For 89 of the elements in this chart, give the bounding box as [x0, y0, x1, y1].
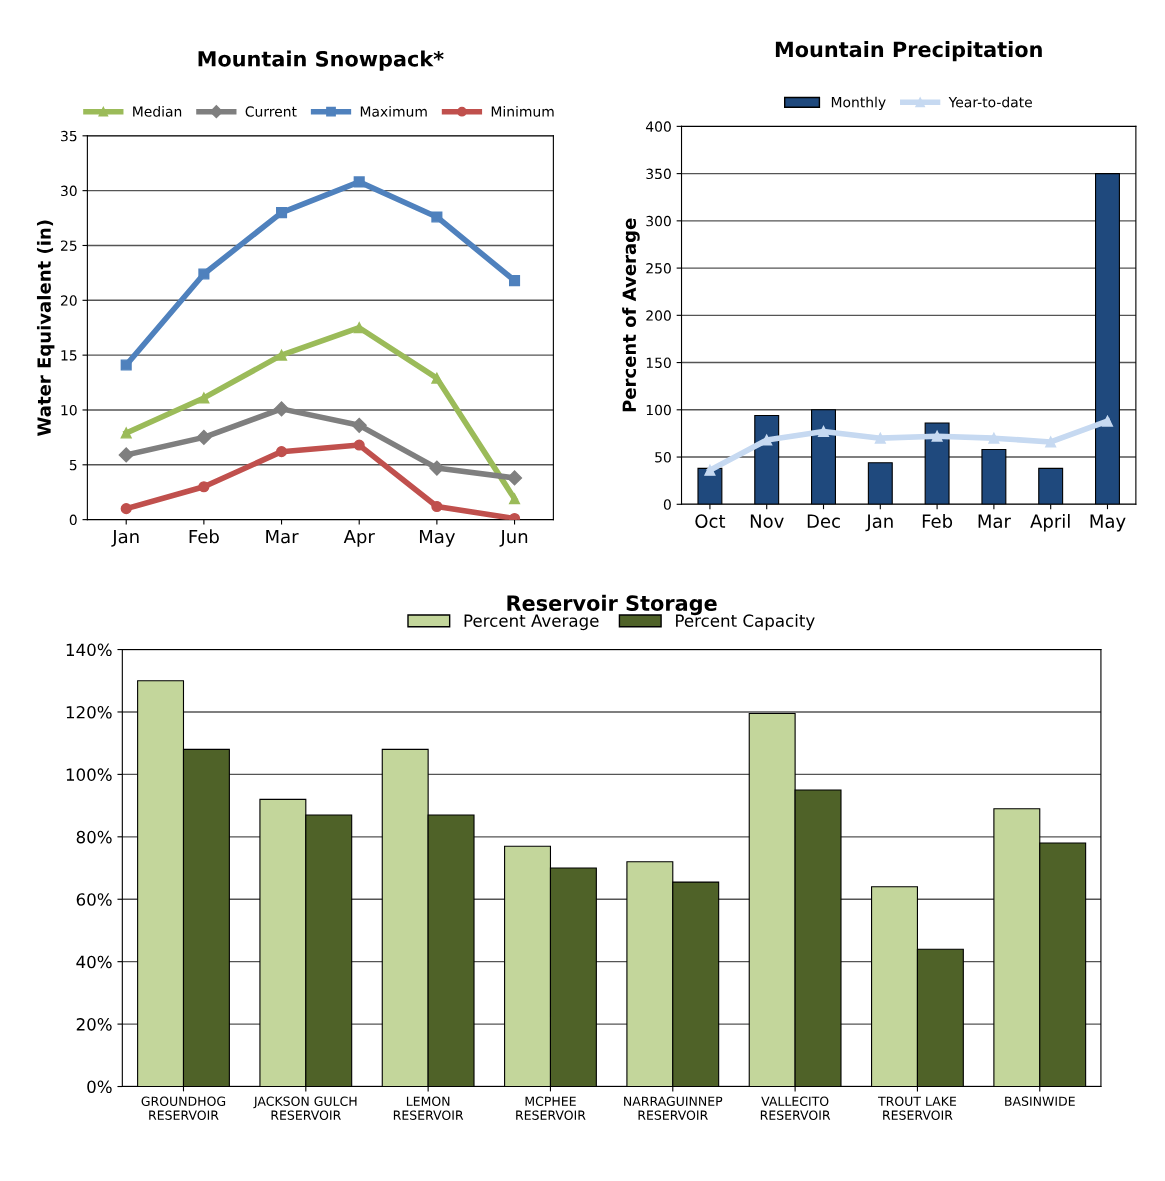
- y-tick-label: 300: [646, 215, 671, 227]
- legend-label: Percent Capacity: [676, 614, 815, 631]
- point: [118, 447, 134, 463]
- y-tick-label: 0%: [87, 1080, 112, 1094]
- point: [704, 464, 716, 476]
- point: [508, 275, 521, 287]
- y-tick-label: 100%: [66, 768, 112, 781]
- y-tick-label: 350: [646, 168, 671, 180]
- point: [351, 417, 367, 433]
- y-tick-label: 80%: [76, 830, 112, 844]
- x-tick-label: Oct: [695, 514, 726, 528]
- x-tick-label: LEMON RESERVOIR: [393, 1096, 464, 1120]
- x-tick-label: Jun: [499, 529, 528, 547]
- x-tick-label: Feb: [189, 529, 219, 544]
- point: [1101, 415, 1114, 427]
- x-tick-label: Jan: [111, 529, 139, 547]
- point: [120, 359, 132, 371]
- x-tick-label: Mar: [266, 529, 299, 544]
- x-tick-label: TROUT LAKE RESERVOIR: [878, 1096, 957, 1120]
- y-tick-label: 50: [655, 452, 671, 463]
- point: [120, 503, 132, 515]
- point: [198, 268, 210, 280]
- x-tick-label: Jan: [865, 514, 893, 532]
- legend-label: Current: [245, 106, 297, 117]
- point: [353, 322, 365, 334]
- chart-title: Mountain Snowpack*: [198, 50, 444, 71]
- legend-label: Percent Average: [464, 614, 599, 631]
- x-tick-label: Apr: [343, 529, 375, 547]
- y-tick-label: 25: [61, 240, 77, 251]
- legend-label: Year-to-date: [948, 96, 1032, 108]
- y-axis-title: Percent of Average: [622, 218, 640, 412]
- x-tick-label: GROUNDHOG RESERVOIR: [141, 1096, 226, 1120]
- point: [275, 349, 288, 361]
- x-tick-label: Dec: [807, 514, 840, 528]
- y-tick-label: 400: [645, 121, 671, 132]
- point: [508, 493, 521, 505]
- point: [273, 401, 290, 417]
- point: [275, 207, 288, 219]
- legend-label: Median: [133, 106, 182, 117]
- point: [431, 372, 443, 384]
- point: [429, 460, 445, 476]
- y-tick-label: 0: [663, 499, 671, 510]
- point: [431, 500, 443, 513]
- point: [931, 430, 943, 442]
- point: [198, 392, 210, 404]
- x-tick-label: BASINWIDE: [1005, 1096, 1075, 1106]
- y-tick-label: 30: [61, 185, 77, 197]
- y-tick-label: 100: [646, 404, 671, 416]
- y-tick-label: 60%: [76, 893, 112, 906]
- y-tick-label: 150: [646, 357, 671, 369]
- point: [761, 434, 773, 446]
- y-tick-label: 40%: [76, 955, 112, 969]
- point: [1045, 436, 1057, 448]
- y-tick-label: 120%: [66, 705, 112, 719]
- point: [353, 439, 365, 451]
- x-tick-label: Mar: [978, 514, 1011, 528]
- y-tick-label: 10: [61, 404, 77, 416]
- x-tick-label: JACKSON GULCH RESERVOIR: [253, 1096, 357, 1120]
- y-tick-label: 140%: [66, 643, 112, 657]
- x-tick-label: VALLECITO RESERVOIR: [760, 1096, 831, 1120]
- point: [120, 427, 132, 439]
- point: [196, 429, 212, 445]
- y-tick-label: 0: [69, 514, 77, 526]
- y-tick-label: 15: [61, 350, 77, 361]
- x-tick-label: NARRAGUINNEP RESERVOIR: [624, 1096, 723, 1120]
- y-axis-title: Water Equivalent (in): [36, 220, 55, 436]
- y-tick-label: 250: [646, 263, 671, 274]
- legend-label: Maximum: [360, 106, 427, 117]
- x-tick-label: Feb: [922, 514, 953, 528]
- point: [431, 211, 443, 223]
- x-tick-label: April: [1030, 514, 1070, 532]
- legend-label: Minimum: [491, 106, 554, 117]
- point: [275, 446, 288, 458]
- y-tick-label: 35: [61, 130, 77, 142]
- y-tick-label: 5: [69, 459, 77, 471]
- legend-label: Monthly: [831, 96, 886, 111]
- y-tick-label: 20%: [76, 1018, 112, 1031]
- point: [198, 481, 210, 493]
- y-tick-label: 200: [646, 310, 671, 321]
- x-tick-label: Nov: [750, 514, 784, 528]
- point: [817, 425, 830, 438]
- y-tick-label: 20: [61, 295, 77, 306]
- x-tick-label: MCPHEE RESERVOIR: [516, 1096, 586, 1120]
- x-tick-label: May: [1090, 514, 1126, 532]
- point: [988, 432, 1000, 444]
- point: [353, 176, 365, 188]
- chart-title: Mountain Precipitation: [775, 41, 1042, 62]
- point: [874, 432, 886, 444]
- x-tick-label: May: [419, 529, 455, 547]
